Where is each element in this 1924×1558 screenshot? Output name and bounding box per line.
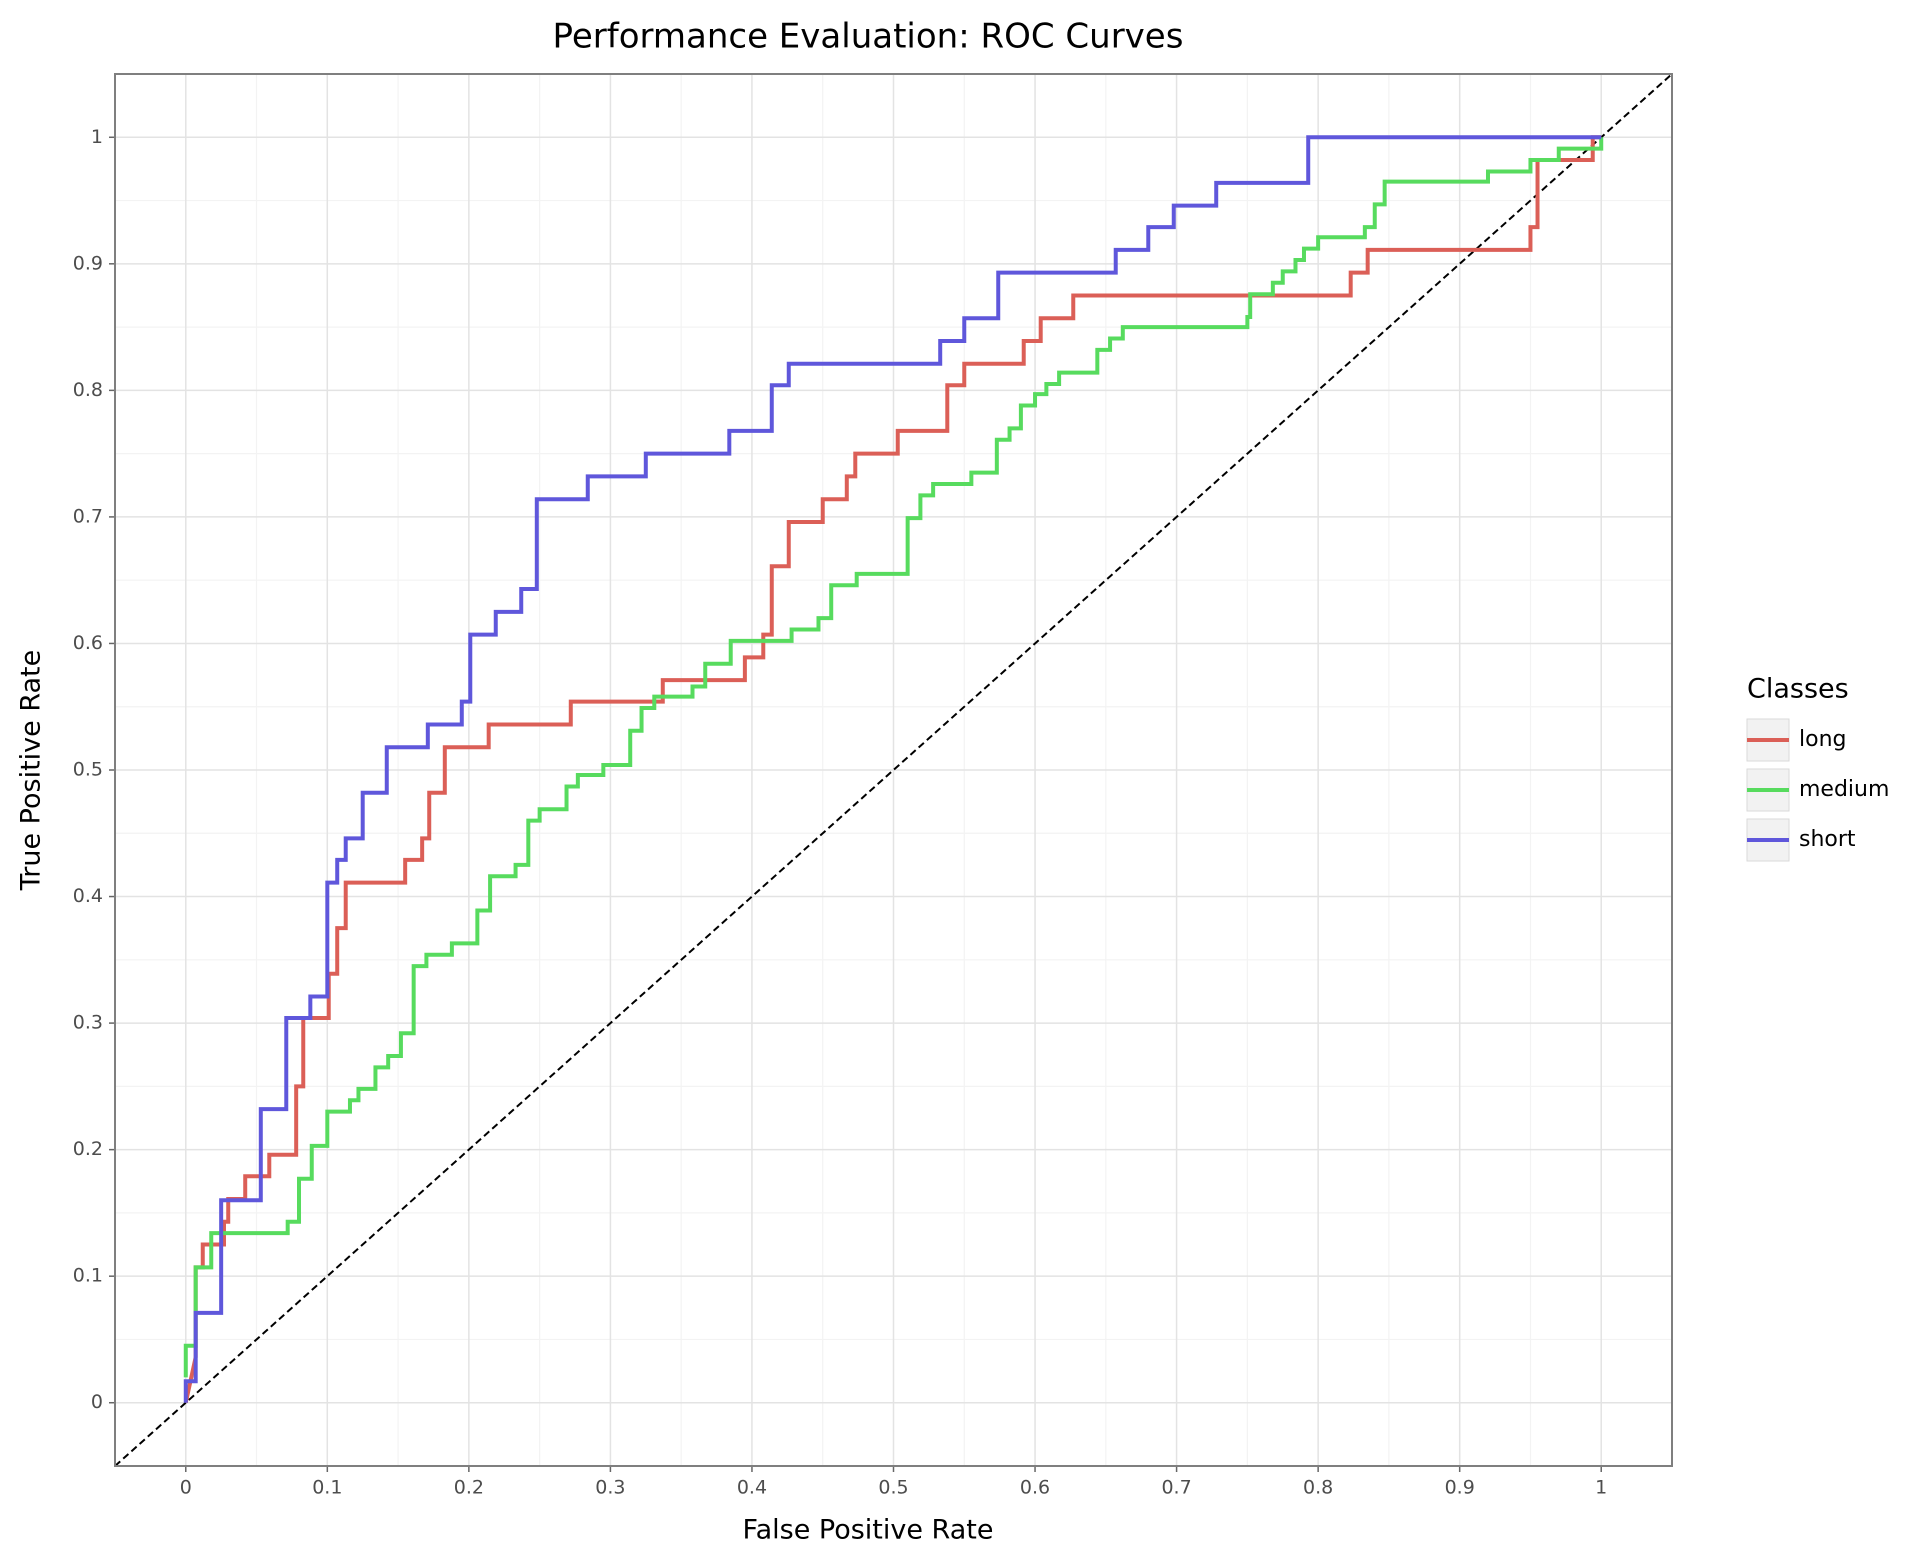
y-tick-label: 0.2 (73, 1138, 103, 1160)
x-tick-label: 0.8 (1303, 1477, 1333, 1499)
y-axis-label: True Positive Rate (16, 650, 47, 892)
legend-label: long (1799, 727, 1846, 752)
y-tick-label: 1 (91, 126, 103, 148)
x-tick-label: 0.6 (1020, 1477, 1050, 1499)
y-tick-label: 0.4 (73, 885, 103, 907)
x-tick-label: 0.5 (878, 1477, 908, 1499)
y-tick-label: 0.9 (73, 252, 103, 274)
x-tick-label: 0.7 (1161, 1477, 1191, 1499)
x-tick-label: 0.3 (595, 1477, 625, 1499)
y-tick-label: 0.5 (73, 759, 103, 781)
y-tick-label: 0.8 (73, 379, 103, 401)
legend-title: Classes (1747, 674, 1849, 705)
roc-curve (183, 135, 1602, 1403)
x-tick-label: 0 (180, 1477, 192, 1499)
x-tick-label: 0.1 (312, 1477, 342, 1499)
y-tick-label: 0.6 (73, 632, 103, 654)
y-tick-label: 0.3 (73, 1012, 103, 1034)
roc-curve (183, 137, 1604, 1378)
plot-border (114, 73, 1673, 1467)
chart-title: Performance Evaluation: ROC Curves (553, 17, 1184, 57)
legend-label: medium (1799, 777, 1889, 802)
x-tick-label: 0.2 (454, 1477, 484, 1499)
chance-line (114, 73, 1673, 1467)
y-tick-label: 0 (91, 1391, 103, 1413)
x-tick-label: 0.4 (737, 1477, 767, 1499)
legend-label: short (1799, 827, 1856, 852)
y-tick-label: 0.7 (73, 505, 103, 527)
x-axis-label: False Positive Rate (743, 1515, 994, 1546)
x-tick-label: 1 (1595, 1477, 1607, 1499)
y-tick-label: 0.1 (73, 1265, 103, 1287)
x-tick-label: 0.9 (1445, 1477, 1475, 1499)
